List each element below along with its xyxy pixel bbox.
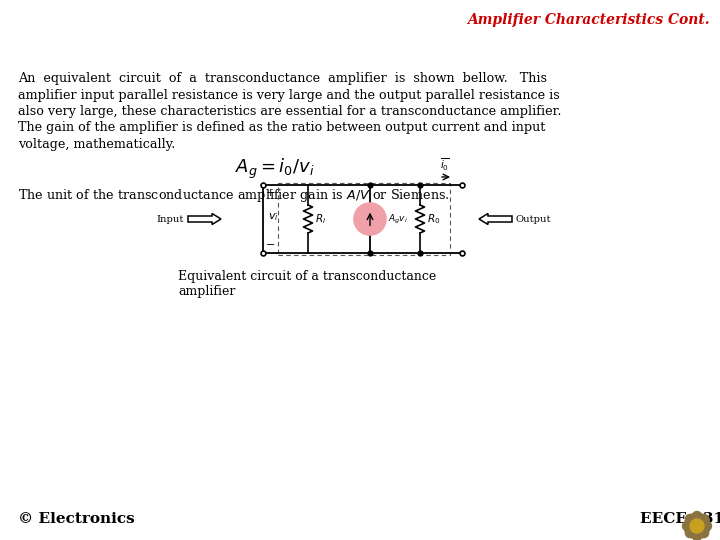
Text: An  equivalent  circuit  of  a  transconductance  amplifier  is  shown  bellow. : An equivalent circuit of a transconducta… — [18, 72, 547, 85]
Bar — [278, 183, 450, 255]
Circle shape — [700, 515, 708, 523]
Text: The gain of the amplifier is defined as the ratio between output current and inp: The gain of the amplifier is defined as … — [18, 122, 545, 134]
Text: $A_g v_i$: $A_g v_i$ — [388, 212, 408, 226]
Circle shape — [685, 515, 694, 523]
Text: EECE 1312: EECE 1312 — [640, 512, 720, 526]
Text: $R_0$: $R_0$ — [427, 212, 441, 226]
Circle shape — [693, 511, 701, 521]
Text: also very large, these characteristics are essential for a transconductance ampl: also very large, these characteristics a… — [18, 105, 562, 118]
Text: Input: Input — [157, 214, 184, 224]
Circle shape — [700, 529, 708, 538]
Circle shape — [693, 531, 701, 540]
Text: voltage, mathematically.: voltage, mathematically. — [18, 138, 176, 151]
Text: The unit of the transconductance amplifier gain is $\mathit{A/V}$ or Siemens.: The unit of the transconductance amplifi… — [18, 186, 450, 204]
FancyArrow shape — [479, 213, 512, 225]
Text: Equivalent circuit of a transconductance
amplifier: Equivalent circuit of a transconductance… — [178, 270, 436, 298]
Text: $A_g = i_0/v_i$: $A_g = i_0/v_i$ — [235, 157, 315, 181]
Text: Amplifier Characteristics Cont.: Amplifier Characteristics Cont. — [467, 13, 710, 27]
Circle shape — [690, 519, 704, 533]
Circle shape — [692, 521, 702, 531]
Text: Output: Output — [516, 214, 552, 224]
Text: +: + — [266, 188, 275, 198]
Circle shape — [684, 513, 710, 539]
Text: $\overline{i_0}$: $\overline{i_0}$ — [440, 157, 450, 173]
Text: amplifier input parallel resistance is very large and the output parallel resist: amplifier input parallel resistance is v… — [18, 89, 559, 102]
Text: $R_i$: $R_i$ — [315, 212, 326, 226]
Circle shape — [685, 529, 694, 538]
Circle shape — [703, 522, 711, 530]
Text: © Electronics: © Electronics — [18, 512, 135, 526]
Text: −: − — [266, 240, 275, 250]
Circle shape — [683, 522, 691, 530]
FancyArrow shape — [188, 213, 221, 225]
Text: $v_i$: $v_i$ — [268, 211, 279, 223]
Circle shape — [354, 203, 386, 235]
